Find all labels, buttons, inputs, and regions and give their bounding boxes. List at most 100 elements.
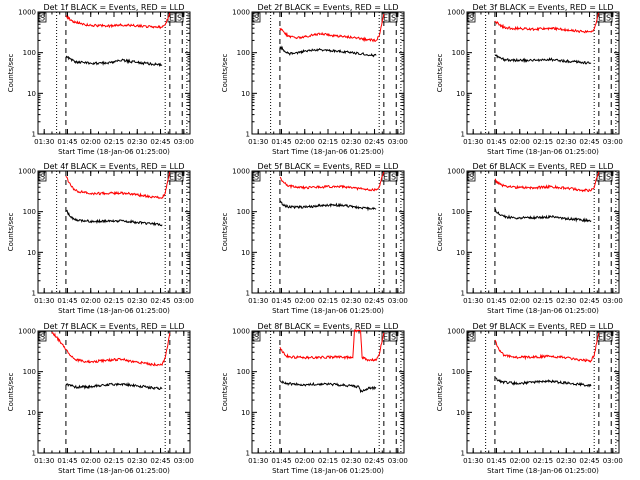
- flag-label: E: [598, 173, 603, 182]
- y-tick-label: 10: [241, 90, 250, 98]
- x-tick-label: 01:45: [271, 138, 291, 146]
- x-axis-label: Start Time (18-Jan-06 01:25:00): [58, 307, 170, 315]
- y-axis-label: Counts/sec: [221, 54, 229, 93]
- flag-label: E: [383, 173, 388, 182]
- x-tick-label: 01:30: [34, 457, 54, 465]
- y-tick-label: 10: [27, 409, 36, 417]
- y-tick-label: 100: [23, 368, 36, 376]
- flag-box: [38, 331, 47, 342]
- x-tick-label: 01:45: [486, 138, 506, 146]
- flag-box: [167, 171, 176, 182]
- flag-label: S: [40, 14, 45, 23]
- x-axis-label: Start Time (18-Jan-06 01:25:00): [272, 148, 384, 156]
- lld-series-line: [65, 12, 171, 30]
- y-tick-label: 100: [23, 208, 36, 216]
- flag-label: S: [469, 333, 474, 342]
- flag-label: S: [254, 14, 259, 23]
- x-tick-label: 02:00: [295, 457, 315, 465]
- flag-label: E: [598, 333, 603, 342]
- x-tick-label: 02:30: [127, 457, 147, 465]
- x-tick-label: 03:00: [388, 138, 408, 146]
- panel-6: Det 6f BLACK = Events, RED = LLD Counts/s…: [436, 162, 623, 315]
- y-tick-label: 1000: [232, 328, 250, 336]
- x-tick-label: 03:00: [174, 138, 194, 146]
- panel-3: Det 3f BLACK = Events, RED = LLD Counts/s…: [436, 3, 623, 156]
- events-series-line: [279, 200, 377, 212]
- y-axis-label: Counts/sec: [221, 213, 229, 252]
- x-tick-label: 02:15: [318, 457, 338, 465]
- x-tick-label: 01:30: [248, 138, 268, 146]
- flag-label: S: [40, 333, 45, 342]
- y-tick-label: 10: [241, 409, 250, 417]
- y-tick-label: 1: [32, 131, 36, 139]
- x-tick-label: 02:45: [150, 297, 170, 305]
- flag-box: [175, 12, 184, 23]
- flag-box: [381, 12, 390, 23]
- x-tick-label: 02:15: [533, 297, 553, 305]
- x-tick-label: 02:30: [341, 297, 361, 305]
- y-tick-label: 1: [461, 290, 465, 298]
- y-tick-label: 10: [456, 409, 465, 417]
- x-tick-label: 01:30: [463, 297, 483, 305]
- y-tick-label: 1000: [18, 168, 36, 176]
- flag-label: S: [469, 173, 474, 182]
- x-tick-label: 02:30: [556, 138, 576, 146]
- flag-box: [604, 171, 613, 182]
- flag-box: [467, 171, 476, 182]
- y-tick-label: 100: [452, 49, 465, 57]
- flag-label: S: [254, 333, 259, 342]
- flag-label: E: [383, 333, 388, 342]
- x-tick-label: 02:30: [341, 138, 361, 146]
- x-axis-label: Start Time (18-Jan-06 01:25:00): [487, 307, 599, 315]
- flag-label: S: [254, 173, 259, 182]
- x-tick-label: 02:45: [364, 138, 384, 146]
- y-tick-label: 100: [23, 49, 36, 57]
- flag-label: E: [169, 173, 174, 182]
- y-tick-label: 1000: [18, 9, 36, 17]
- panel-title: Det 1f BLACK = Events, RED = LLD: [43, 3, 184, 12]
- y-axis-label: Counts/sec: [436, 373, 444, 412]
- panel-title: Det 3f BLACK = Events, RED = LLD: [472, 3, 613, 12]
- lld-series-line: [65, 171, 171, 200]
- x-tick-label: 01:45: [57, 138, 77, 146]
- x-tick-label: 01:30: [34, 138, 54, 146]
- x-tick-label: 02:00: [510, 297, 530, 305]
- flag-label: S: [469, 14, 474, 23]
- lld-series-line: [279, 328, 385, 362]
- events-series-line: [494, 208, 592, 223]
- flag-label: S: [177, 14, 182, 23]
- flag-box: [389, 331, 398, 342]
- events-series-line: [494, 377, 592, 388]
- x-axis-label: Start Time (18-Jan-06 01:25:00): [272, 307, 384, 315]
- x-tick-label: 02:00: [81, 457, 101, 465]
- flag-label: S: [40, 173, 45, 182]
- x-tick-label: 02:00: [81, 297, 101, 305]
- x-tick-label: 03:00: [388, 297, 408, 305]
- lld-series-line: [51, 331, 171, 367]
- flag-box: [252, 12, 261, 23]
- flag-box: [604, 331, 613, 342]
- y-axis-label: Counts/sec: [436, 213, 444, 252]
- lld-series-line: [494, 171, 600, 193]
- flag-label: S: [391, 333, 396, 342]
- flag-box: [467, 331, 476, 342]
- panel-4: Det 4f BLACK = Events, RED = LLD Counts/s…: [7, 162, 194, 315]
- flag-box: [604, 12, 613, 23]
- x-tick-label: 01:45: [57, 457, 77, 465]
- x-tick-label: 01:45: [486, 297, 506, 305]
- panel-title: Det 6f BLACK = Events, RED = LLD: [472, 162, 613, 171]
- x-tick-label: 02:15: [533, 138, 553, 146]
- y-tick-label: 100: [452, 368, 465, 376]
- flag-box: [467, 12, 476, 23]
- panel-title: Det 7f BLACK = Events, RED = LLD: [43, 322, 184, 331]
- events-series-line: [65, 55, 163, 67]
- x-tick-label: 02:15: [104, 297, 124, 305]
- x-tick-label: 02:45: [150, 138, 170, 146]
- y-axis-label: Counts/sec: [7, 213, 15, 252]
- x-tick-label: 02:45: [579, 457, 599, 465]
- y-tick-label: 1: [246, 450, 250, 458]
- x-tick-label: 02:45: [579, 297, 599, 305]
- x-tick-label: 02:00: [295, 297, 315, 305]
- x-tick-label: 02:45: [364, 297, 384, 305]
- events-series-line: [65, 209, 163, 227]
